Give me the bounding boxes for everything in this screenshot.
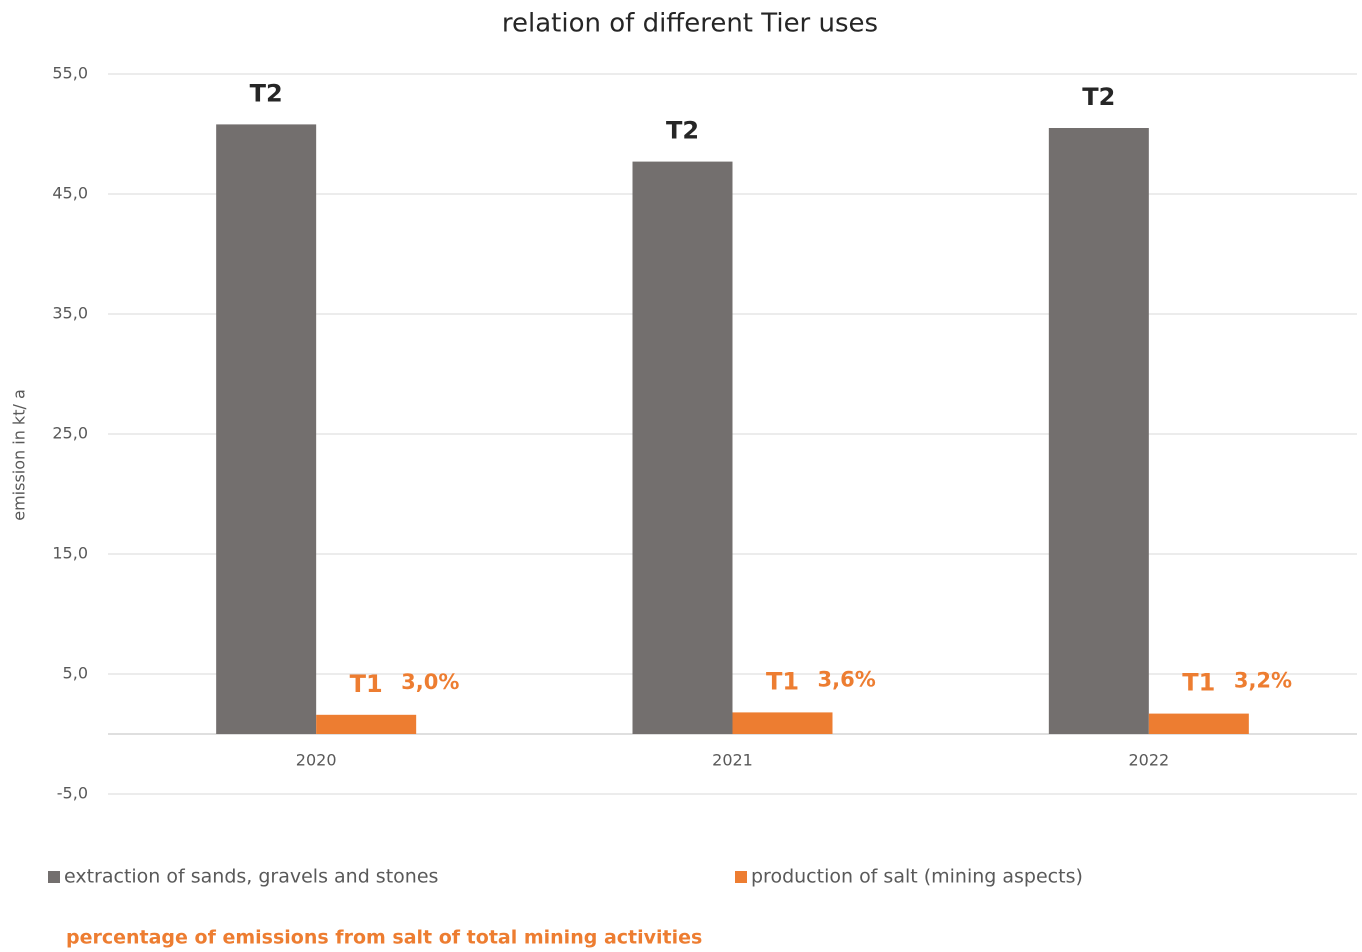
y-tick-label: 25,0 — [52, 424, 88, 443]
y-tick-label: 35,0 — [52, 304, 88, 323]
y-tick-label: 15,0 — [52, 544, 88, 563]
percentage-label: 3,6% — [818, 667, 876, 691]
legend-label: extraction of sands, gravels and stones — [64, 866, 438, 888]
bar — [1148, 713, 1249, 734]
tier-label: T1 — [350, 670, 383, 698]
tier-label: T2 — [1082, 83, 1115, 111]
bar — [316, 714, 417, 734]
tier-label: T2 — [250, 79, 283, 107]
percentage-label: 3,2% — [1234, 669, 1292, 693]
legend-swatch — [735, 871, 747, 883]
tier-label: T1 — [766, 667, 799, 695]
tier-label: T1 — [1182, 669, 1215, 697]
y-tick-label: 5,0 — [63, 664, 88, 683]
legend-swatch — [48, 871, 60, 883]
footnote: percentage of emissions from salt of tot… — [66, 927, 702, 949]
x-tick-label: 2021 — [712, 751, 753, 770]
chart-title: relation of different Tier uses — [502, 9, 878, 39]
tier-label: T2 — [666, 117, 699, 145]
bar — [216, 124, 317, 734]
bar — [1048, 128, 1149, 734]
y-tick-label: 55,0 — [52, 64, 88, 83]
x-tick-label: 2022 — [1128, 751, 1169, 770]
percentage-label: 3,0% — [401, 670, 459, 694]
legend-label: production of salt (mining aspects) — [751, 866, 1083, 888]
y-tick-label: 45,0 — [52, 184, 88, 203]
y-tick-label: -5,0 — [57, 784, 88, 803]
bar — [732, 712, 833, 734]
x-tick-label: 2020 — [296, 751, 337, 770]
bar — [632, 161, 733, 735]
y-axis-label: emission in kt/ a — [10, 389, 29, 521]
